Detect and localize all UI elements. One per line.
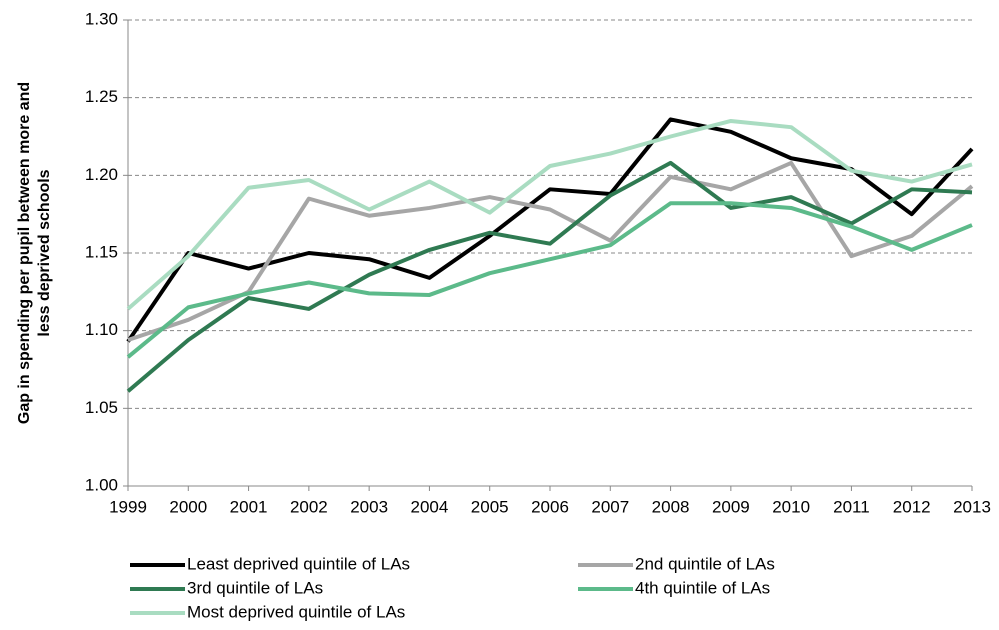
series-line (126, 160, 973, 393)
series-line (127, 160, 974, 342)
legend-label: 3rd quintile of LAs (187, 578, 323, 597)
legend-label: 2nd quintile of LAs (635, 554, 775, 573)
x-tick-label: 2003 (350, 497, 388, 516)
y-tick-label: 1.20 (85, 165, 118, 184)
x-tick-label: 2013 (953, 497, 991, 516)
x-tick-label: 2008 (652, 497, 690, 516)
x-tick-label: 2009 (712, 497, 750, 516)
x-tick-label: 2011 (833, 497, 870, 516)
series-line (126, 201, 973, 359)
y-tick-label: 1.30 (85, 9, 118, 28)
x-tick-label: 2007 (591, 497, 629, 516)
y-tick-label: 1.05 (85, 398, 118, 417)
y-axis-label: less deprived schools (36, 169, 53, 336)
y-tick-label: 1.10 (85, 320, 118, 339)
y-tick-label: 1.00 (85, 475, 118, 494)
legend-label: 4th quintile of LAs (635, 578, 770, 597)
y-axis-label: Gap in spending per pupil between more a… (16, 82, 33, 424)
x-tick-label: 2005 (471, 497, 509, 516)
x-tick-label: 2001 (230, 497, 268, 516)
x-tick-label: 2002 (290, 497, 328, 516)
series-line (126, 118, 973, 311)
x-tick-label: 2006 (531, 497, 569, 516)
legend-label: Most deprived quintile of LAs (187, 602, 405, 621)
x-tick-label: 1999 (109, 497, 147, 516)
y-tick-label: 1.15 (85, 242, 118, 261)
series-line (126, 117, 974, 343)
x-tick-label: 2012 (893, 497, 931, 516)
legend-label: Least deprived quintile of LAs (187, 554, 410, 573)
x-tick-label: 2010 (772, 497, 810, 516)
x-tick-label: 2000 (169, 497, 207, 516)
x-tick-label: 2004 (411, 497, 449, 516)
y-tick-label: 1.25 (85, 87, 118, 106)
